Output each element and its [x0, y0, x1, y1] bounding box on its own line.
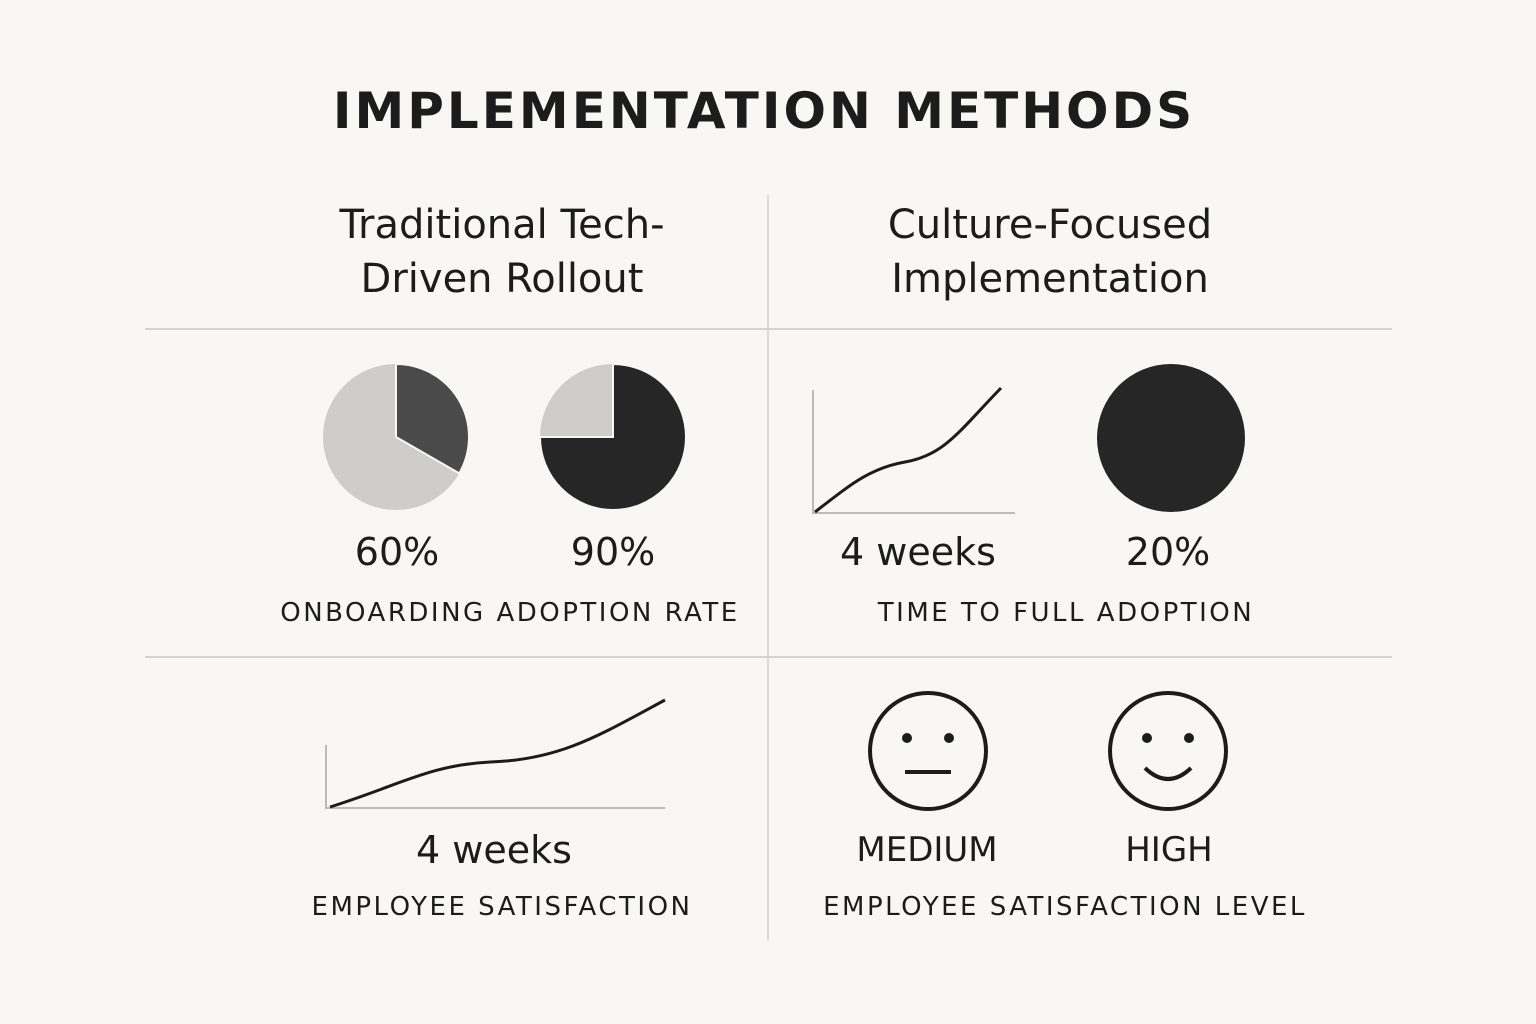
column-heading-culture: Culture-Focused Implementation: [888, 198, 1212, 306]
chart-axis: [325, 745, 665, 809]
pie-slice-dark: [538, 362, 687, 511]
line-value-4-weeks: 4 weeks: [840, 530, 996, 574]
smiley-face-icon: [1108, 691, 1228, 811]
column-divider: [767, 195, 769, 940]
row-divider: [145, 656, 1392, 658]
trend-line: [329, 698, 666, 809]
line-chart-time-to-adoption: [812, 386, 1015, 514]
pie-value-90: 90%: [570, 530, 656, 574]
medium-label: MEDIUM: [856, 830, 998, 870]
trend-line: [814, 386, 1003, 514]
pie-slice-dark: [395, 362, 470, 475]
filled-circle-20: [1097, 364, 1245, 512]
pie-chart-60: [323, 362, 470, 510]
satisfaction-value: 4 weeks: [416, 828, 572, 872]
onboarding-label: ONBOARDING ADOPTION RATE: [280, 598, 740, 628]
high-label: HIGH: [1125, 830, 1213, 870]
chart-axis: [812, 390, 1015, 514]
column-heading-traditional: Traditional Tech- Driven Rollout: [340, 198, 665, 306]
neutral-face-icon: [868, 691, 988, 811]
line-chart-satisfaction: [325, 698, 666, 809]
pie-value-60: 60%: [354, 530, 440, 574]
heading-line: Culture-Focused: [887, 202, 1213, 248]
heading-line: Traditional Tech-: [339, 202, 665, 248]
satisfaction-label: EMPLOYEE SATISFACTION: [311, 892, 693, 922]
adoption-time-label: TIME TO FULL ADOPTION: [877, 598, 1255, 628]
page-title: IMPLEMENTATION METHODS: [332, 82, 1196, 140]
row-divider: [145, 328, 1392, 330]
circle-value-20: 20%: [1125, 530, 1211, 574]
heading-line: Driven Rollout: [360, 256, 644, 302]
heading-line: Implementation: [891, 256, 1209, 302]
satisfaction-level-label: EMPLOYEE SATISFACTION LEVEL: [823, 892, 1307, 922]
pie-chart-90: [538, 362, 687, 511]
